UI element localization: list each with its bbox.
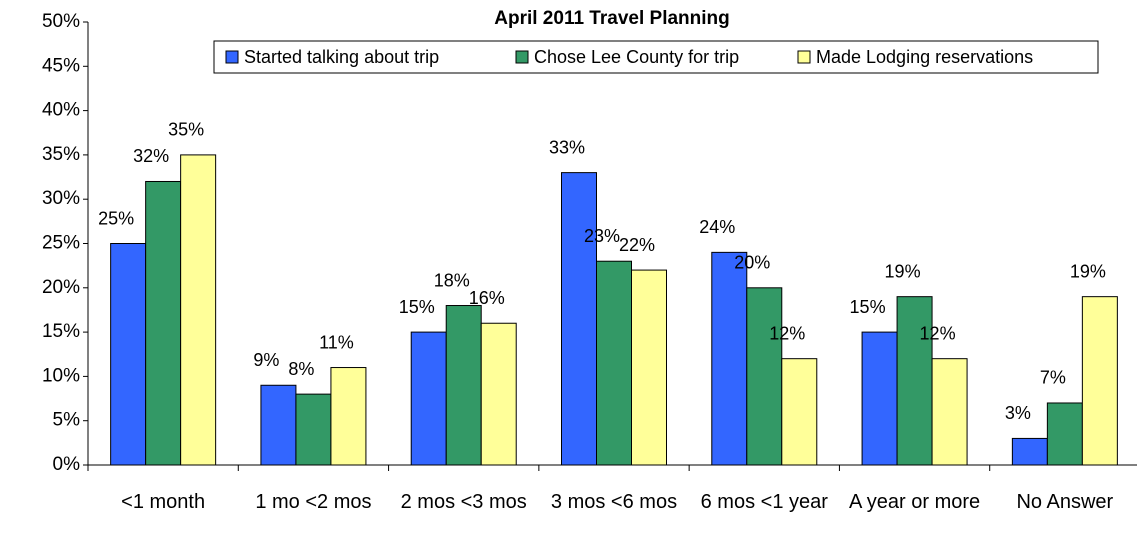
bar — [180, 154, 217, 466]
y-tick-label: 20% — [42, 277, 80, 298]
bar — [410, 331, 447, 466]
bar — [480, 322, 517, 466]
legend-swatch — [515, 50, 529, 64]
data-label: 33% — [549, 137, 585, 157]
y-tick-label: 25% — [42, 233, 80, 254]
bar — [711, 251, 748, 466]
data-label: 32% — [133, 146, 169, 166]
legend-label: Made Lodging reservations — [816, 47, 1033, 67]
legend-box — [213, 40, 1099, 74]
data-label: 24% — [699, 217, 735, 237]
data-label: 20% — [734, 253, 770, 273]
bar — [1046, 402, 1083, 466]
data-label: 22% — [619, 235, 655, 255]
y-tick-label: 50% — [42, 11, 80, 32]
legend-swatch — [225, 50, 239, 64]
data-label: 15% — [399, 297, 435, 317]
data-label: 8% — [288, 359, 314, 379]
data-label: 3% — [1005, 403, 1031, 423]
y-tick-label: 30% — [42, 188, 80, 209]
data-label: 9% — [253, 350, 279, 370]
bar — [330, 367, 367, 466]
legend-label: Started talking about trip — [244, 47, 439, 67]
bar — [1081, 296, 1118, 466]
data-label: 15% — [850, 297, 886, 317]
legend-swatch — [797, 50, 811, 64]
bar — [861, 331, 898, 466]
y-tick-label: 10% — [42, 365, 80, 386]
bar — [746, 287, 783, 466]
y-tick-label: 35% — [42, 144, 80, 165]
x-tick-label: A year or more — [848, 491, 981, 513]
data-label: 12% — [920, 323, 956, 343]
bar — [896, 296, 933, 466]
bar — [260, 384, 297, 466]
data-label: 19% — [885, 261, 921, 281]
data-label: 18% — [434, 270, 470, 290]
bar — [931, 358, 968, 466]
y-tick-label: 40% — [42, 100, 80, 121]
y-tick-label: 15% — [42, 321, 80, 342]
data-label: 23% — [584, 226, 620, 246]
data-label: 25% — [98, 208, 134, 228]
x-tick-label: 6 mos <1 year — [700, 491, 828, 513]
y-tick-label: 45% — [42, 55, 80, 76]
bar — [561, 172, 597, 466]
data-label: 7% — [1040, 368, 1066, 388]
bar — [781, 358, 818, 466]
x-tick-label: 1 mo <2 mos — [255, 491, 372, 513]
bar — [1011, 437, 1048, 466]
x-tick-label: 3 mos <6 mos — [550, 491, 678, 513]
x-tick-label: <1 month — [121, 491, 206, 513]
bar — [110, 243, 147, 466]
x-tick-label: No Answer — [1016, 491, 1114, 513]
data-label: 16% — [469, 288, 505, 308]
x-tick-label: 2 mos <3 mos — [400, 491, 527, 513]
bar — [596, 260, 632, 466]
data-label: 35% — [168, 120, 204, 140]
y-tick-label: 0% — [53, 454, 81, 475]
data-label: 19% — [1070, 261, 1106, 281]
legend-label: Chose Lee County for trip — [534, 47, 739, 67]
bar — [295, 393, 332, 466]
y-tick-label: 5% — [53, 410, 81, 431]
chart-title: April 2011 Travel Planning — [494, 8, 730, 29]
bar — [145, 180, 182, 466]
data-label: 12% — [769, 323, 805, 343]
bar — [445, 305, 482, 466]
data-label: 11% — [319, 332, 354, 352]
bar — [631, 269, 667, 466]
